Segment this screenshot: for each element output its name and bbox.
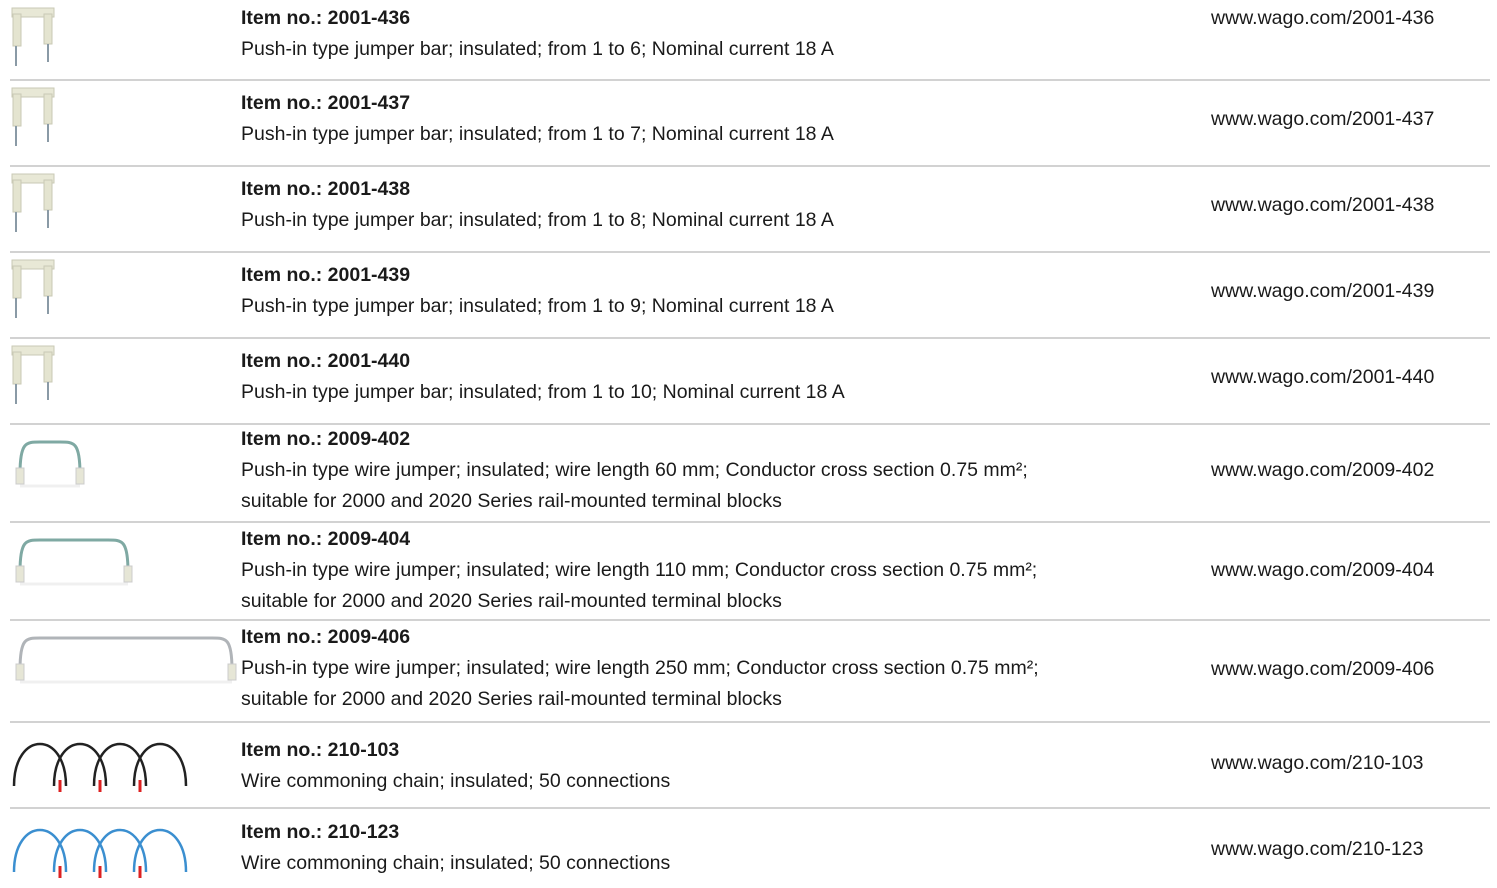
item-number: Item no.: 2009-404 <box>241 528 410 550</box>
wire-jumper <box>20 540 128 572</box>
product-image <box>16 638 236 682</box>
description: Push-in type jumper bar; insulated; from… <box>241 209 834 231</box>
product-url: www.wago.com/2001-440 <box>1210 366 1434 388</box>
product-image <box>16 540 132 584</box>
product-list: Item no.: 2001-436 Push-in type jumper ba… <box>0 0 1497 888</box>
wire-end <box>124 566 132 582</box>
product-row: Item no.: 2001-436 Push-in type jumper ba… <box>10 7 1490 80</box>
product-image <box>14 744 186 792</box>
product-url: www.wago.com/2001-437 <box>1210 108 1434 130</box>
description: Wire commoning chain; insulated; 50 conn… <box>241 770 670 792</box>
product-row: Item no.: 2009-404 Push-in type wire jump… <box>10 528 1490 620</box>
jumper-bar-leg <box>13 14 21 46</box>
product-row: Item no.: 2001-438 Push-in type jumper ba… <box>10 174 1490 252</box>
description: Wire commoning chain; insulated; 50 conn… <box>241 852 670 874</box>
item-number: Item no.: 2001-438 <box>241 178 410 200</box>
wire-end <box>16 664 24 680</box>
description: Push-in type jumper bar; insulated; from… <box>241 123 834 145</box>
product-image <box>12 8 54 66</box>
product-row: Item no.: 210-103 Wire commoning chain; i… <box>10 739 1490 808</box>
jumper-bar-leg <box>44 94 52 124</box>
item-number: Item no.: 2001-439 <box>241 264 410 286</box>
product-image <box>16 442 84 486</box>
product-row: Item no.: 210-123 Wire commoning chain; i… <box>14 821 1423 878</box>
product-url: www.wago.com/2009-404 <box>1210 559 1434 581</box>
product-url: www.wago.com/2001-438 <box>1210 194 1434 216</box>
item-number: Item no.: 2001-437 <box>241 92 410 114</box>
product-row: Item no.: 2001-440 Push-in type jumper ba… <box>10 346 1490 424</box>
product-url: www.wago.com/210-123 <box>1210 838 1423 860</box>
description: Push-in type wire jumper; insulated; wir… <box>241 657 1039 679</box>
wire-end <box>16 468 24 484</box>
product-image <box>12 346 54 404</box>
product-row: Item no.: 2001-437 Push-in type jumper ba… <box>10 88 1490 166</box>
jumper-bar-leg <box>44 352 52 382</box>
product-image <box>14 830 186 878</box>
description: suitable for 2000 and 2020 Series rail-m… <box>241 490 782 512</box>
description: Push-in type wire jumper; insulated; wir… <box>241 559 1037 581</box>
wire-jumper <box>20 638 232 670</box>
jumper-bar-leg <box>13 94 21 126</box>
jumper-bar-leg <box>44 180 52 210</box>
product-url: www.wago.com/2009-402 <box>1210 459 1434 481</box>
jumper-bar-leg <box>44 14 52 44</box>
description: Push-in type jumper bar; insulated; from… <box>241 38 834 60</box>
product-image <box>12 88 54 146</box>
product-image <box>12 260 54 318</box>
jumper-bar-leg <box>13 180 21 212</box>
item-number: Item no.: 2009-402 <box>241 428 410 450</box>
wire-end <box>228 664 236 680</box>
product-row: Item no.: 2009-406 Push-in type wire jump… <box>10 626 1490 722</box>
jumper-bar-leg <box>13 352 21 384</box>
item-number: Item no.: 210-103 <box>241 739 399 761</box>
description: Push-in type jumper bar; insulated; from… <box>241 295 834 317</box>
wire-end <box>76 468 84 484</box>
jumper-bar-leg <box>13 266 21 298</box>
description: suitable for 2000 and 2020 Series rail-m… <box>241 590 782 612</box>
description: Push-in type wire jumper; insulated; wir… <box>241 459 1028 481</box>
product-url: www.wago.com/2001-439 <box>1210 280 1434 302</box>
description: Push-in type jumper bar; insulated; from… <box>241 381 845 403</box>
product-url: www.wago.com/2009-406 <box>1210 658 1434 680</box>
item-number: Item no.: 2009-406 <box>241 626 410 648</box>
product-url: www.wago.com/2001-436 <box>1210 7 1434 29</box>
wire-jumper <box>20 442 80 474</box>
product-row: Item no.: 2001-439 Push-in type jumper ba… <box>10 260 1490 338</box>
jumper-bar-leg <box>44 266 52 296</box>
item-number: Item no.: 210-123 <box>241 821 399 843</box>
item-number: Item no.: 2001-440 <box>241 350 410 372</box>
wire-end <box>16 566 24 582</box>
product-row: Item no.: 2009-402 Push-in type wire jump… <box>10 428 1490 522</box>
description: suitable for 2000 and 2020 Series rail-m… <box>241 688 782 710</box>
product-url: www.wago.com/210-103 <box>1210 752 1423 774</box>
item-number: Item no.: 2001-436 <box>241 7 410 29</box>
product-image <box>12 174 54 232</box>
